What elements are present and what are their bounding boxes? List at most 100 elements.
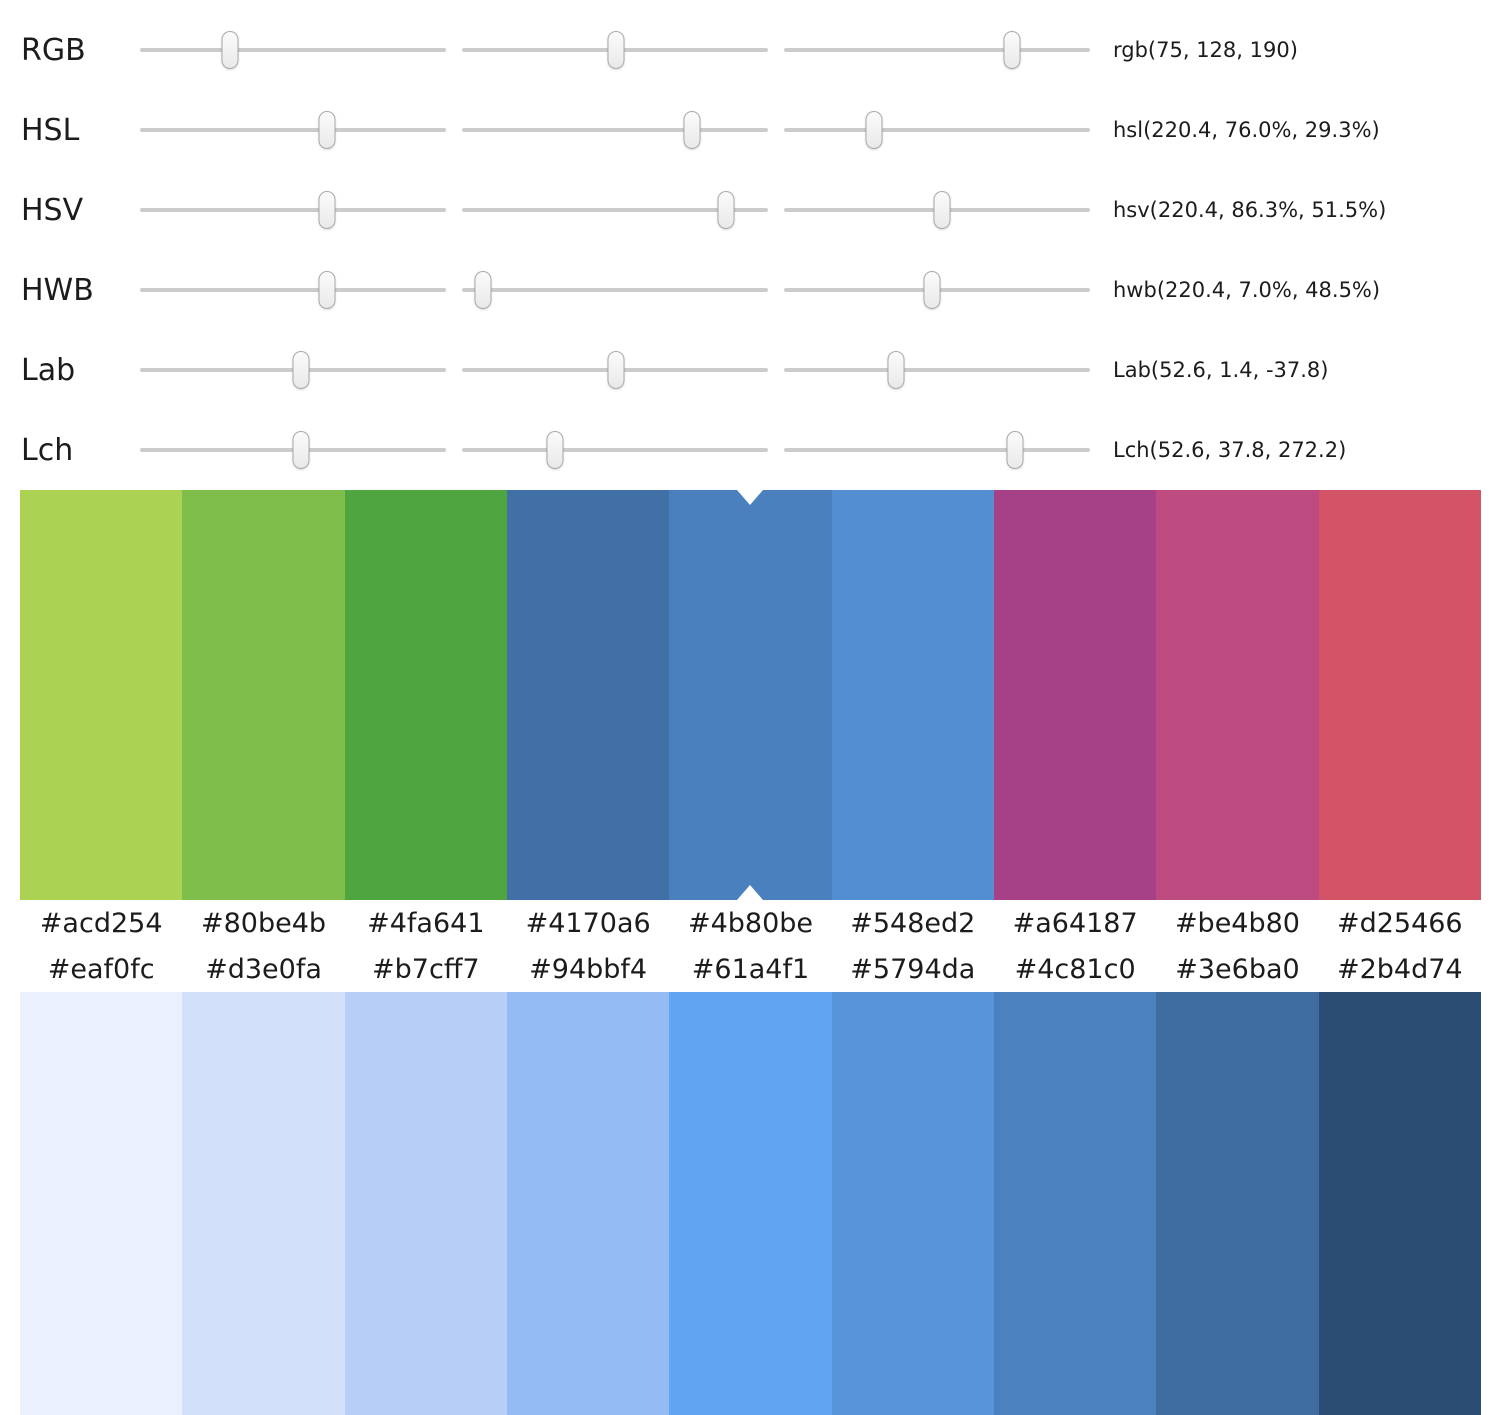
slider-value-text: hsv(220.4, 86.3%, 51.5%) (1113, 198, 1387, 222)
slider-tracks (140, 268, 1090, 312)
color-swatch[interactable] (831, 490, 994, 900)
color-swatch[interactable] (506, 992, 670, 1415)
slider-tracks (140, 188, 1090, 232)
slider-value-text: rgb(75, 128, 190) (1113, 38, 1298, 62)
hex-code-label: #d3e0fa (205, 953, 322, 985)
slider-row-label: Lch (21, 432, 74, 468)
color-swatch[interactable] (993, 992, 1157, 1415)
slider-handle[interactable] (607, 351, 625, 389)
slider-row: RGB rgb(75, 128, 190) (21, 10, 1501, 90)
slider-handle[interactable] (318, 111, 336, 149)
slider-handle[interactable] (1006, 431, 1024, 469)
hex-code-label: #acd254 (39, 907, 163, 939)
slider-handle[interactable] (717, 191, 735, 229)
slider-handle[interactable] (607, 31, 625, 69)
color-swatch[interactable] (344, 490, 507, 900)
slider-row-label: RGB (21, 32, 86, 68)
slider-handle[interactable] (221, 31, 239, 69)
slider-handle[interactable] (292, 351, 310, 389)
color-swatch-selected[interactable] (669, 490, 832, 900)
slider-value-text: hwb(220.4, 7.0%, 48.5%) (1113, 278, 1381, 302)
hex-code-label: #4c81c0 (1014, 953, 1136, 985)
slider-handle[interactable] (865, 111, 883, 149)
slider-row: Lch Lch(52.6, 37.8, 272.2) (21, 410, 1501, 490)
slider-track-1[interactable] (140, 268, 446, 312)
hex-code-label: #be4b80 (1174, 907, 1300, 939)
slider-row-label: HWB (21, 272, 94, 308)
slider-track-3[interactable] (784, 108, 1090, 152)
slider-track-2[interactable] (462, 188, 768, 232)
color-swatch[interactable] (1318, 490, 1481, 900)
hex-code-label: #80be4b (200, 907, 327, 939)
slider-handle[interactable] (292, 431, 310, 469)
hex-code-label: #4fa641 (367, 907, 485, 939)
color-swatch[interactable] (20, 992, 183, 1415)
slider-handle[interactable] (887, 351, 905, 389)
slider-track-3[interactable] (784, 428, 1090, 472)
slider-row-label: HSL (21, 112, 80, 148)
slider-handle[interactable] (683, 111, 700, 149)
slider-track-2[interactable] (462, 108, 768, 152)
color-swatch[interactable] (344, 992, 507, 1415)
color-swatch[interactable] (1156, 992, 1319, 1415)
slider-track-2[interactable] (462, 28, 768, 72)
hex-code-label: #4b80be (687, 907, 813, 939)
hex-code-label: #94bbf4 (529, 953, 648, 985)
slider-track-2[interactable] (462, 348, 768, 392)
color-swatch[interactable] (993, 490, 1157, 900)
slider-tracks (140, 428, 1090, 472)
color-swatch[interactable] (182, 490, 345, 900)
slider-row: HWB hwb(220.4, 7.0%, 48.5%) (21, 250, 1501, 330)
hue-palette-band (20, 490, 1481, 900)
hex-code-label: #eaf0fc (47, 953, 155, 985)
color-swatch[interactable] (1318, 992, 1481, 1415)
hex-code-label: #2b4d74 (1336, 953, 1463, 985)
slider-row-label: Lab (21, 352, 76, 388)
slider-handle[interactable] (933, 191, 951, 229)
slider-value-text: hsl(220.4, 76.0%, 29.3%) (1113, 118, 1380, 142)
slider-row: Lab Lab(52.6, 1.4, -37.8) (21, 330, 1501, 410)
hex-code-label: #b7cff7 (372, 953, 480, 985)
slider-track-3[interactable] (784, 188, 1090, 232)
slider-track-2[interactable] (462, 428, 768, 472)
color-swatch[interactable] (20, 490, 183, 900)
slider-track-1[interactable] (140, 348, 446, 392)
slider-handle[interactable] (923, 271, 941, 309)
slider-track-3[interactable] (784, 348, 1090, 392)
slider-tracks (140, 28, 1090, 72)
color-sliders-section: RGB rgb(75, 128, 190) HSL (0, 0, 1501, 490)
slider-tracks (140, 108, 1090, 152)
slider-track-1[interactable] (140, 428, 446, 472)
slider-row: HSL hsl(220.4, 76.0%, 29.3%) (21, 90, 1501, 170)
hex-code-label: #61a4f1 (691, 953, 810, 985)
slider-value-text: Lab(52.6, 1.4, -37.8) (1113, 358, 1329, 382)
hex-code-label: #4170a6 (525, 907, 651, 939)
slider-handle[interactable] (318, 191, 336, 229)
palette-hex-labels: #acd254 #80be4b #4fa641 #4170a6 #4b80be #548e… (20, 900, 1481, 946)
hex-code-label: #d25466 (1336, 907, 1463, 939)
color-swatch[interactable] (831, 992, 994, 1415)
slider-handle[interactable] (318, 271, 336, 309)
scale-hex-labels: #eaf0fc #d3e0fa #b7cff7 #94bbf4 #61a4f1 #5794… (20, 946, 1481, 992)
slider-handle[interactable] (546, 431, 564, 469)
color-swatch[interactable] (669, 992, 832, 1415)
slider-tracks (140, 348, 1090, 392)
lightness-scale-band (20, 992, 1481, 1415)
slider-value-text: Lch(52.6, 37.8, 272.2) (1113, 438, 1347, 462)
slider-track-3[interactable] (784, 28, 1090, 72)
slider-handle[interactable] (1003, 31, 1021, 69)
slider-track-3[interactable] (784, 268, 1090, 312)
color-swatch[interactable] (506, 490, 670, 900)
slider-track-1[interactable] (140, 108, 446, 152)
slider-track-1[interactable] (140, 188, 446, 232)
hex-code-label: #3e6ba0 (1175, 953, 1300, 985)
color-swatch[interactable] (182, 992, 345, 1415)
hex-code-label: #5794da (850, 953, 976, 985)
slider-track-2[interactable] (462, 268, 768, 312)
slider-track-1[interactable] (140, 28, 446, 72)
slider-row: HSV hsv(220.4, 86.3%, 51.5%) (21, 170, 1501, 250)
slider-row-label: HSV (21, 192, 84, 228)
hex-code-label: #a64187 (1012, 907, 1138, 939)
color-swatch[interactable] (1156, 490, 1319, 900)
slider-handle[interactable] (474, 271, 492, 309)
